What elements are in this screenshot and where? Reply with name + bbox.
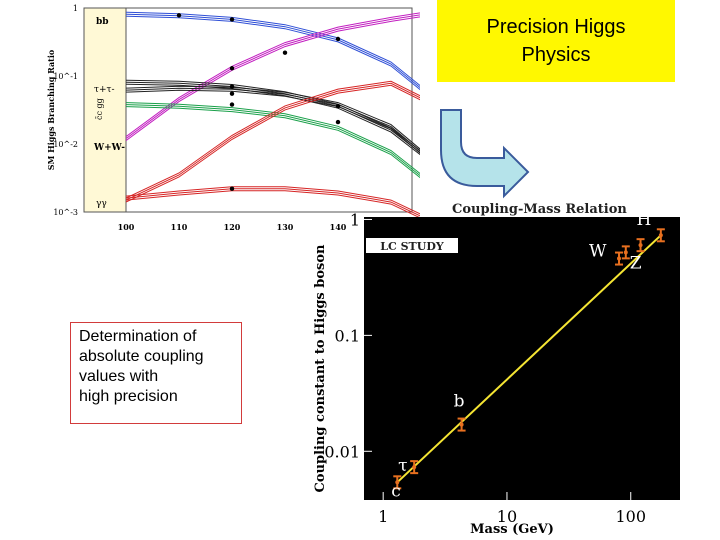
series-line-cc — [125, 102, 420, 175]
plot-background — [364, 217, 680, 500]
series-line-ww — [125, 16, 420, 142]
x-tick-label: 10 — [497, 507, 517, 526]
series-line-zz — [125, 82, 420, 201]
title-line-1: Precision Higgs — [486, 16, 626, 38]
series-line-ww — [125, 12, 420, 138]
point-label: b — [454, 392, 465, 412]
fit-line — [396, 234, 662, 484]
label-bb: bb — [96, 17, 109, 27]
data-point — [229, 186, 235, 191]
x-axis-label: Mass (GeV) — [470, 522, 554, 537]
description-line: high precision — [79, 388, 178, 405]
data-point — [335, 103, 341, 109]
y-tick-label: 0.1 — [335, 326, 360, 345]
y-tick-label: 10^-3 — [53, 208, 78, 217]
label-strip — [83, 7, 127, 213]
point-label: W — [589, 242, 607, 262]
y-tick-label: 1 — [73, 4, 78, 13]
title-box: Precision Higgs Physics — [437, 0, 675, 82]
y-axis-label: Coupling constant to Higgs boson — [313, 244, 328, 492]
study-label: LC STUDY — [380, 240, 444, 253]
x-tick-label: 100 — [118, 222, 135, 232]
data-point — [282, 50, 288, 55]
branching-ratio-chart: 100110120130140150160110^-110^-210^-3SM … — [46, 4, 420, 240]
data-point — [335, 119, 341, 125]
series-line-gg — [125, 87, 420, 152]
series-line-gg — [125, 85, 420, 150]
series-line-ww — [125, 14, 420, 140]
description-line: absolute coupling — [79, 348, 204, 365]
y-tick-label: 10^-1 — [53, 72, 78, 81]
series-line-cc — [125, 104, 420, 177]
description-line: Determination of — [79, 328, 197, 345]
series-line-gammagamma — [125, 188, 420, 217]
series-line-gammagamma — [125, 190, 420, 219]
x-tick-label: 140 — [330, 222, 347, 232]
data-point — [229, 66, 235, 71]
data-point-H: H — [637, 210, 652, 253]
x-tick-label: 130 — [277, 222, 294, 232]
label-cc-gg: c̄c gg — [95, 98, 104, 120]
x-tick-label: 110 — [171, 222, 188, 232]
series-line-gammagamma — [125, 186, 420, 215]
coupling-mass-chart: Coupling-Mass Relation LC STUDY 1 10 100 1 0.1… — [313, 200, 680, 537]
point-marker — [638, 243, 643, 248]
y-axis-label: SM Higgs Branching Ratio — [46, 49, 56, 170]
x-tick-label: 1 — [378, 507, 388, 526]
series-line-gg — [125, 89, 420, 154]
study-label-bg — [366, 238, 458, 253]
point-label: Z — [630, 253, 642, 273]
data-point-W: W — [589, 242, 624, 266]
data-point — [229, 102, 235, 107]
label-gamma-gamma: γγ — [96, 199, 107, 209]
point-label: t — [657, 200, 664, 220]
y-tick-label: 1 — [350, 210, 360, 229]
data-point-τ: τ — [398, 456, 419, 476]
title-line-2: Physics — [521, 44, 591, 66]
series-line-bb — [125, 15, 420, 91]
data-point — [229, 17, 235, 22]
data-point — [229, 91, 235, 96]
label-ww: W+W- — [93, 143, 125, 153]
data-point — [229, 84, 235, 89]
x-tick-label: 100 — [615, 507, 646, 526]
chart-title: Coupling-Mass Relation — [452, 202, 627, 217]
point-label: τ — [398, 456, 407, 476]
x-tick-label: 120 — [224, 222, 241, 232]
y-tick-label: 10^-2 — [53, 140, 78, 149]
data-point-b: b — [454, 392, 466, 432]
data-point — [335, 36, 341, 42]
series-line-zz — [125, 84, 420, 203]
point-marker — [623, 250, 628, 255]
data-point-t: t — [656, 200, 665, 243]
data-point-c: c — [391, 475, 402, 501]
point-label: H — [637, 210, 652, 230]
point-marker — [617, 256, 622, 261]
point-marker — [395, 480, 400, 485]
point-marker — [459, 422, 464, 427]
point-marker — [658, 233, 663, 238]
series-line-cc — [125, 106, 420, 179]
point-label: c — [391, 481, 401, 501]
data-point — [176, 13, 182, 18]
description-line: values with — [79, 368, 159, 385]
point-marker — [412, 465, 417, 470]
label-tautau: τ+τ- — [94, 85, 115, 95]
y-tick-label: 0.01 — [324, 442, 360, 461]
series-line-zz — [125, 80, 420, 199]
description-box: Determination of absolute coupling value… — [70, 322, 242, 424]
data-point-Z: Z — [621, 245, 642, 273]
